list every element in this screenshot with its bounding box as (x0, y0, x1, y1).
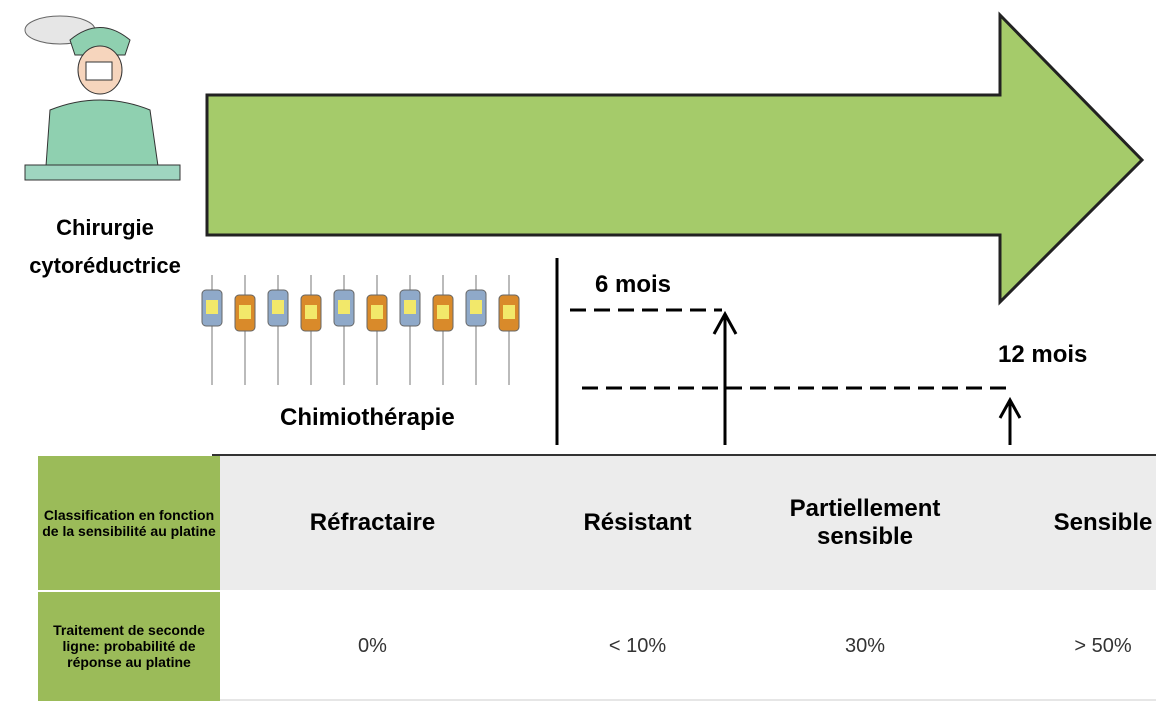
iv-bag (268, 275, 288, 385)
table-cell: Réfractaire (250, 456, 495, 590)
iv-bag (235, 275, 255, 385)
iv-bag (301, 275, 321, 385)
row-header: Traitement de seconde ligne: probabilité… (38, 592, 220, 700)
iv-bag (400, 275, 420, 385)
iv-bag (433, 275, 453, 385)
iv-bag (499, 275, 519, 385)
table-cell: < 10% (520, 592, 755, 700)
timeline-arrow (207, 15, 1142, 302)
diagram: Chirurgie cytoréductrice Chimiothérapie … (0, 0, 1156, 702)
iv-bag (334, 275, 354, 385)
iv-bag (466, 275, 486, 385)
iv-bag (367, 275, 387, 385)
table-cell: 30% (760, 592, 970, 700)
table-cell: 0% (250, 592, 495, 700)
row-header: Classification en fonction de la sensibi… (38, 456, 220, 590)
table-cell: Sensible (1050, 456, 1156, 590)
surgery-label: Chirurgie (20, 215, 190, 241)
surgery-label: cytoréductrice (0, 253, 210, 279)
marker-label: 12 mois (998, 341, 1087, 369)
table-cell: Résistant (520, 456, 755, 590)
iv-bag (202, 275, 222, 385)
marker-label: 6 mois (595, 271, 671, 299)
chemo-label: Chimiothérapie (280, 404, 455, 432)
table-cell: > 50% (1050, 592, 1156, 700)
iv-bags (202, 275, 519, 385)
table-cell: Partiellement sensible (760, 456, 970, 590)
surgeon-icon (25, 16, 180, 180)
